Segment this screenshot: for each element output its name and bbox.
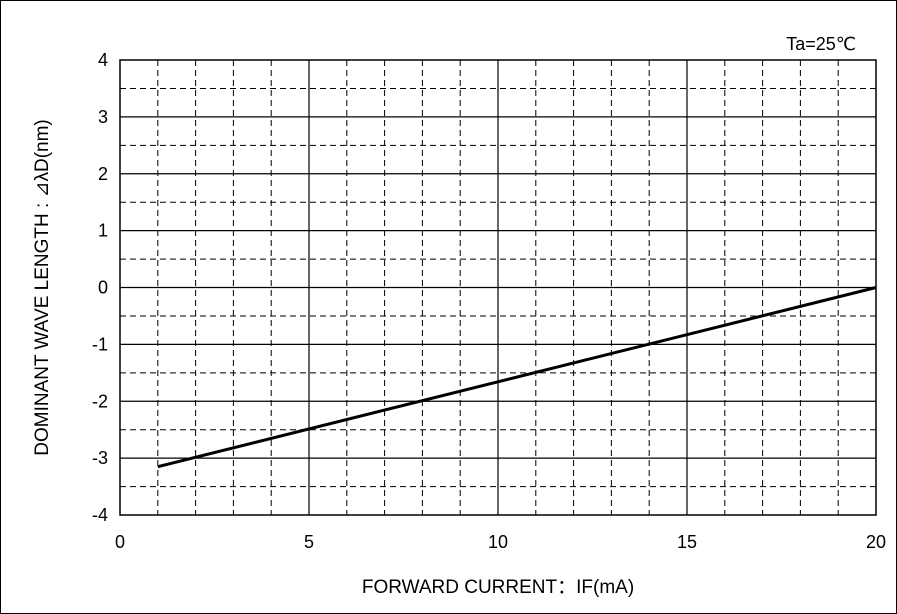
temperature-annotation: Ta=25℃: [786, 34, 856, 54]
x-tick-label: 20: [866, 532, 886, 552]
x-tick-label: 10: [488, 532, 508, 552]
y-tick-label: -4: [92, 505, 108, 525]
minor-grid: [120, 60, 876, 515]
y-tick-label: 2: [98, 164, 108, 184]
series-group: [157, 286, 877, 469]
x-tick-label: 5: [304, 532, 314, 552]
y-tick-label: -3: [92, 448, 108, 468]
y-tick-label: -2: [92, 391, 108, 411]
y-tick-label: 0: [98, 278, 108, 298]
x-axis-title: FORWARD CURRENT：IF(mA): [362, 577, 634, 598]
major-grid: [120, 60, 876, 515]
y-tick-label: -1: [92, 334, 108, 354]
y-tick-label: 1: [98, 221, 108, 241]
series-line: [157, 286, 877, 469]
y-tick-label: 3: [98, 107, 108, 127]
x-tick-label: 0: [115, 532, 125, 552]
y-tick-label: 4: [98, 50, 108, 70]
y-axis-ticks: 4 3 2 1 0 -1 -2 -3 -4: [92, 50, 108, 525]
x-axis-ticks: 0 5 10 15 20: [115, 532, 886, 552]
y-axis-title: DOMINANT WAVE LENGTH : ⊿λD(nm): [32, 119, 53, 455]
x-tick-label: 15: [677, 532, 697, 552]
